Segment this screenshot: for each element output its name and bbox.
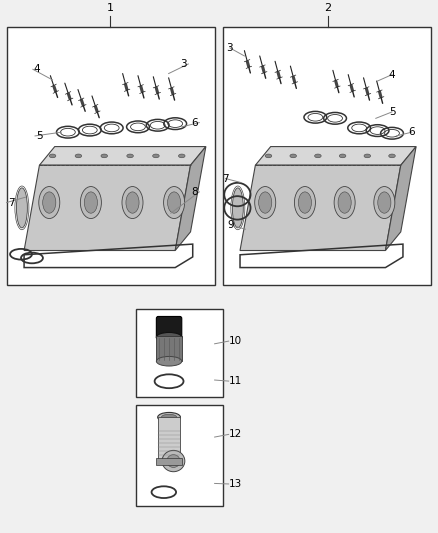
Ellipse shape (158, 413, 180, 422)
Text: 7: 7 (7, 198, 14, 207)
FancyBboxPatch shape (136, 405, 223, 506)
Bar (156, 458, 182, 465)
Ellipse shape (164, 187, 185, 219)
Ellipse shape (127, 154, 133, 158)
Text: 6: 6 (408, 127, 415, 137)
Ellipse shape (364, 154, 371, 158)
FancyBboxPatch shape (156, 317, 182, 340)
Ellipse shape (389, 154, 395, 158)
Text: 13: 13 (229, 479, 242, 489)
Text: 11: 11 (229, 376, 242, 386)
Ellipse shape (298, 192, 311, 213)
Polygon shape (255, 147, 416, 165)
FancyBboxPatch shape (7, 27, 215, 285)
Ellipse shape (156, 357, 182, 366)
Ellipse shape (232, 188, 244, 228)
Text: 7: 7 (222, 174, 229, 183)
Ellipse shape (179, 154, 185, 158)
Ellipse shape (81, 187, 102, 219)
Text: 2: 2 (324, 3, 331, 13)
Ellipse shape (162, 450, 185, 472)
Text: 4: 4 (389, 70, 396, 79)
Text: 3: 3 (226, 43, 233, 53)
Polygon shape (39, 147, 206, 165)
Ellipse shape (168, 192, 180, 213)
Ellipse shape (156, 333, 182, 342)
Text: 9: 9 (227, 220, 234, 230)
Ellipse shape (258, 192, 272, 213)
Ellipse shape (162, 414, 177, 420)
FancyBboxPatch shape (136, 309, 223, 397)
Text: 1: 1 (107, 3, 114, 13)
Ellipse shape (17, 188, 27, 228)
Ellipse shape (290, 154, 297, 158)
Text: 5: 5 (389, 107, 396, 117)
Text: 8: 8 (191, 187, 198, 197)
Text: 3: 3 (180, 59, 187, 69)
Ellipse shape (294, 187, 315, 219)
Ellipse shape (314, 154, 321, 158)
FancyBboxPatch shape (223, 27, 431, 285)
Text: 12: 12 (229, 430, 242, 439)
Ellipse shape (39, 187, 60, 219)
Ellipse shape (167, 455, 180, 467)
Text: 5: 5 (36, 131, 43, 141)
Ellipse shape (84, 192, 97, 213)
Ellipse shape (42, 192, 56, 213)
Bar (156, 336, 182, 361)
Ellipse shape (153, 154, 159, 158)
Text: 4: 4 (34, 64, 41, 74)
Polygon shape (175, 147, 206, 251)
Ellipse shape (374, 187, 395, 219)
Text: 6: 6 (191, 118, 198, 127)
Ellipse shape (339, 154, 346, 158)
Ellipse shape (126, 192, 139, 213)
Ellipse shape (101, 154, 108, 158)
Polygon shape (240, 165, 401, 251)
Ellipse shape (338, 192, 351, 213)
Ellipse shape (122, 187, 143, 219)
Ellipse shape (334, 187, 355, 219)
Ellipse shape (378, 192, 391, 213)
Ellipse shape (75, 154, 81, 158)
Bar (158, 417, 180, 461)
Ellipse shape (255, 187, 276, 219)
Polygon shape (385, 147, 416, 251)
Polygon shape (24, 165, 191, 251)
Text: 10: 10 (229, 336, 242, 346)
Ellipse shape (49, 154, 56, 158)
Ellipse shape (265, 154, 272, 158)
